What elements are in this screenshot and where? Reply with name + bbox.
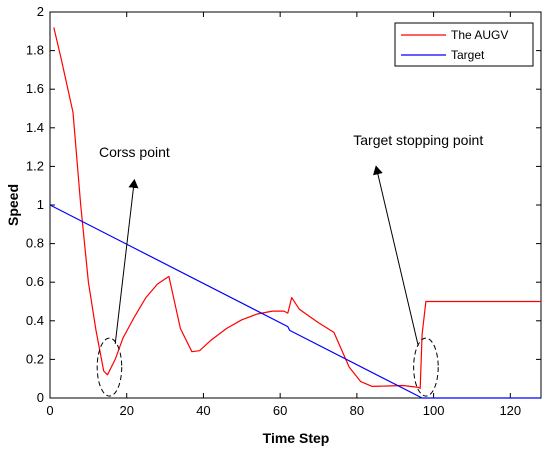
y-tick-label: 1.4 — [26, 120, 44, 135]
series-line-augv — [53, 27, 541, 389]
annotation-text: Corss point — [99, 144, 170, 160]
annotation-layer: Corss point Target stopping point — [96, 132, 483, 397]
x-axis-ticks: 0 20 40 60 80 100 120 — [46, 12, 521, 418]
x-axis-label: Time Step — [263, 430, 330, 446]
x-tick-label: 100 — [423, 403, 445, 418]
annotation-ellipse — [96, 337, 123, 397]
legend-label-target: Target — [451, 48, 485, 62]
y-axis-ticks: 0 0.2 0.4 0.6 0.8 1 1.2 1.4 1.6 1.8 2 — [26, 4, 541, 405]
y-tick-label: 1 — [37, 197, 44, 212]
x-tick-label: 80 — [350, 403, 364, 418]
legend-box — [394, 22, 534, 67]
annotation-arrow — [114, 178, 139, 345]
plot-area — [49, 11, 542, 399]
y-tick-label: 1.8 — [26, 43, 44, 58]
legend-label-augv: The AUGV — [451, 28, 508, 42]
y-tick-label: 0.6 — [26, 274, 44, 289]
annotation-ellipse — [413, 337, 439, 397]
x-tick-label: 20 — [119, 403, 133, 418]
y-tick-label: 1.2 — [26, 158, 44, 173]
x-tick-label: 0 — [46, 403, 53, 418]
y-tick-label: 0 — [37, 390, 44, 405]
y-axis-label: Speed — [5, 184, 21, 226]
legend: The AUGV Target — [394, 22, 534, 67]
x-tick-label: 60 — [273, 403, 287, 418]
y-tick-label: 2 — [37, 4, 44, 19]
x-tick-label: 40 — [196, 403, 210, 418]
y-tick-label: 0.2 — [26, 351, 44, 366]
annotation-text: Target stopping point — [353, 132, 483, 148]
y-tick-label: 1.6 — [26, 81, 44, 96]
series-layer — [49, 27, 541, 399]
annotation-arrow — [373, 165, 419, 347]
series-line-target — [49, 204, 541, 399]
x-tick-label: 120 — [499, 403, 521, 418]
y-tick-label: 0.4 — [26, 313, 44, 328]
y-tick-label: 0.8 — [26, 236, 44, 251]
